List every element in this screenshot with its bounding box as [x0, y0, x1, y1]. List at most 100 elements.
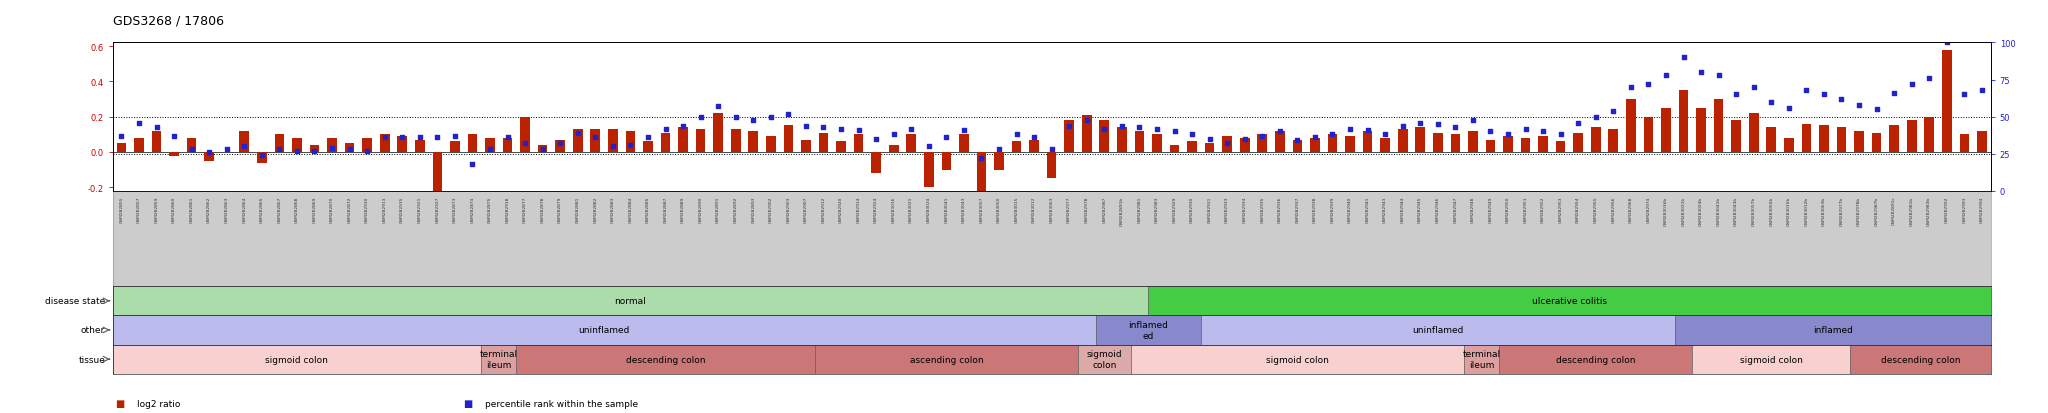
Point: [1563, 120, 1595, 127]
Text: GSM282903: GSM282903: [786, 196, 791, 223]
Text: GSM282875: GSM282875: [487, 196, 492, 223]
Point: [791, 123, 823, 130]
Bar: [1538, 137, 1548, 153]
Text: GSM282873: GSM282873: [453, 196, 457, 223]
Bar: [1153, 135, 1161, 153]
Bar: [958, 135, 969, 153]
Bar: [1692, 345, 1849, 374]
Text: GSM282931: GSM282931: [1208, 196, 1212, 223]
Text: GSM283016: GSM283016: [891, 196, 895, 223]
Bar: [766, 137, 776, 153]
Text: GSM282930: GSM282930: [1190, 196, 1194, 223]
Point: [1509, 126, 1542, 133]
Point: [999, 132, 1032, 138]
Point: [1087, 126, 1120, 133]
Text: GSM282935: GSM282935: [1260, 196, 1264, 223]
Bar: [1239, 138, 1249, 153]
Point: [1948, 92, 1980, 98]
Point: [1352, 127, 1384, 134]
Text: GSM282885: GSM282885: [645, 196, 649, 223]
Text: GSM282946: GSM282946: [1436, 196, 1440, 223]
Text: GSM283021: GSM283021: [909, 196, 913, 223]
Point: [1317, 132, 1350, 138]
Text: GSM283041b: GSM283041b: [1716, 196, 1720, 225]
Point: [1649, 73, 1681, 79]
Bar: [309, 145, 319, 153]
Point: [983, 147, 1016, 153]
Point: [580, 135, 612, 141]
Text: GSM282913: GSM282913: [383, 196, 387, 223]
Bar: [1096, 316, 1200, 345]
Text: GSM282855: GSM282855: [119, 196, 123, 223]
Text: GSM283063b: GSM283063b: [1823, 196, 1827, 225]
Text: ■: ■: [115, 399, 125, 408]
Bar: [113, 345, 481, 374]
Text: GSM282878: GSM282878: [541, 196, 545, 223]
Text: GSM282881: GSM282881: [575, 196, 580, 223]
Point: [176, 147, 209, 153]
Bar: [1907, 121, 1917, 153]
Text: GSM283021b: GSM283021b: [1681, 196, 1686, 225]
Bar: [1012, 142, 1022, 153]
Point: [1843, 102, 1876, 109]
Point: [1053, 123, 1085, 130]
Bar: [1130, 345, 1464, 374]
Bar: [1081, 116, 1092, 153]
Bar: [240, 131, 250, 153]
Point: [438, 133, 471, 140]
Point: [754, 114, 786, 121]
Bar: [1204, 144, 1214, 153]
Bar: [502, 138, 512, 153]
Point: [1421, 121, 1454, 128]
Text: percentile rank within the sample: percentile rank within the sample: [485, 399, 639, 408]
Point: [1790, 88, 1823, 94]
Text: GSM283024: GSM283024: [928, 196, 930, 223]
Text: GSM282870: GSM282870: [330, 196, 334, 223]
Point: [1333, 126, 1366, 133]
Point: [1686, 70, 1718, 76]
Point: [877, 132, 909, 138]
Point: [1106, 123, 1139, 130]
Text: GSM282956: GSM282956: [1612, 196, 1616, 223]
Point: [1403, 120, 1436, 127]
Bar: [520, 117, 530, 153]
Point: [1194, 136, 1227, 143]
Point: [1825, 96, 1858, 103]
Point: [930, 135, 963, 141]
Text: terminal
ileum: terminal ileum: [1462, 349, 1501, 369]
Bar: [205, 153, 213, 161]
Bar: [416, 140, 424, 153]
Text: GSM283063: GSM283063: [1051, 196, 1053, 223]
Point: [1579, 114, 1612, 121]
Text: GSM282981: GSM282981: [1137, 196, 1141, 223]
Text: GSM283057: GSM283057: [979, 196, 983, 223]
Point: [1931, 40, 1964, 47]
Bar: [362, 138, 373, 153]
Bar: [1573, 133, 1583, 153]
Point: [1772, 105, 1804, 112]
Bar: [784, 126, 793, 153]
Text: GDS3268 / 17806: GDS3268 / 17806: [113, 14, 223, 27]
Bar: [1767, 128, 1776, 153]
Text: GSM282915: GSM282915: [399, 196, 403, 223]
Point: [913, 144, 946, 150]
Bar: [1556, 142, 1565, 153]
Point: [842, 127, 874, 134]
Bar: [1047, 153, 1057, 179]
Text: disease state: disease state: [45, 297, 104, 306]
Point: [807, 124, 840, 131]
Text: GSM282921: GSM282921: [418, 196, 422, 223]
Text: GSM283024b: GSM283024b: [1700, 196, 1704, 225]
Point: [1667, 55, 1700, 62]
Bar: [1872, 133, 1882, 153]
Bar: [1591, 128, 1602, 153]
Point: [649, 126, 682, 133]
Bar: [1468, 131, 1479, 153]
Bar: [1696, 109, 1706, 153]
Point: [1737, 85, 1769, 91]
Text: GSM282863: GSM282863: [225, 196, 229, 223]
Bar: [1890, 126, 1898, 153]
Bar: [1223, 137, 1233, 153]
Point: [123, 120, 156, 127]
Bar: [328, 138, 336, 153]
